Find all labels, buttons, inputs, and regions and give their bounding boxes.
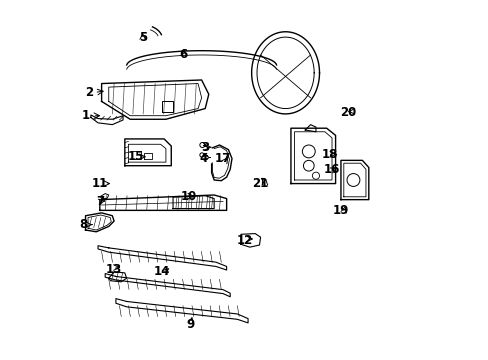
Text: 20: 20 (339, 105, 355, 119)
Text: 13: 13 (106, 263, 122, 276)
Text: 4: 4 (199, 152, 207, 165)
Text: 5: 5 (138, 31, 146, 44)
Text: 18: 18 (322, 148, 338, 162)
Text: 2: 2 (85, 86, 93, 99)
Text: 7: 7 (96, 195, 103, 208)
Text: 10: 10 (181, 190, 197, 203)
Text: 9: 9 (186, 318, 195, 331)
Text: 12: 12 (236, 234, 252, 247)
Text: 8: 8 (80, 218, 88, 231)
Text: 14: 14 (154, 265, 170, 278)
Text: 3: 3 (201, 141, 209, 154)
Text: 11: 11 (92, 177, 108, 190)
Text: 16: 16 (323, 163, 340, 176)
Text: 19: 19 (332, 204, 348, 217)
Text: 6: 6 (179, 49, 187, 62)
Text: 1: 1 (81, 109, 89, 122)
Text: 15: 15 (127, 150, 143, 163)
Text: 21: 21 (252, 177, 268, 190)
Text: 17: 17 (215, 152, 231, 165)
